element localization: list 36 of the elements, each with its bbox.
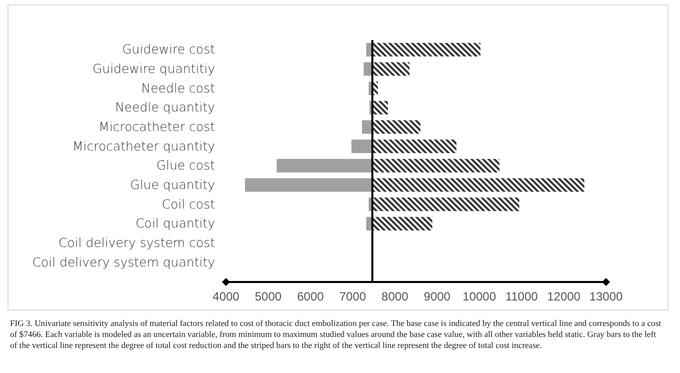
x-tick-label: 10000 (462, 290, 496, 304)
y-tick-label: Microcatheter cost (98, 119, 216, 134)
bar (276, 158, 373, 172)
x-tick-label: 6000 (297, 290, 324, 304)
bar (245, 178, 373, 192)
x-tick-label: 8000 (382, 290, 409, 304)
bar (372, 62, 410, 76)
bar (372, 198, 520, 212)
bar (372, 158, 500, 172)
bar (362, 120, 373, 134)
bar (372, 140, 456, 154)
y-tick-label: Glue cost (156, 158, 216, 173)
x-tick-label: 11000 (505, 290, 538, 304)
y-tick-label: Coil delivery system cost (58, 235, 216, 250)
bar (372, 100, 388, 114)
bar (351, 140, 373, 154)
caption: FIG 3. Univariate sensitivity analysis of material factors related to cost of thoracic duct embolization per case. The base case is indicated by the central vertical line and corresponds to a cost of $7466. Each variable is modeled as an uncertain variable, from minimum to maximum studied values around the base case value, with all other variables held static. Gray bars to the left of the vertical line represent the degree of total cost reduction and the striped bars to the right of the vertical line represent the degree of total cost increase. (10, 318, 662, 351)
x-tick-label: 4000 (212, 290, 240, 304)
bar (372, 120, 420, 134)
y-tick-label: Coil delivery system quantity (32, 254, 215, 270)
y-tick-label: Needle quantity (115, 100, 215, 115)
y-tick-label: Guidewire quantitiy (92, 61, 215, 76)
x-tick-label: 9000 (424, 290, 451, 304)
y-tick-label: Guidewire cost (122, 42, 216, 57)
y-tick-label: Microcatheter quantity (72, 138, 215, 154)
y-tick-label: Needle cost (141, 80, 216, 96)
x-tick-label: 7000 (339, 290, 366, 304)
y-tick-label: Glue quantity (130, 177, 215, 192)
x-tick-label: 12000 (547, 290, 581, 304)
x-tick-label: 13000 (589, 290, 624, 304)
bar (372, 178, 584, 192)
x-tick-label: 5000 (254, 290, 282, 304)
bar (372, 216, 432, 230)
y-tick-label: Coil quantity (136, 216, 215, 231)
y-tick-label: Coil cost (162, 196, 216, 212)
bar (372, 42, 480, 56)
